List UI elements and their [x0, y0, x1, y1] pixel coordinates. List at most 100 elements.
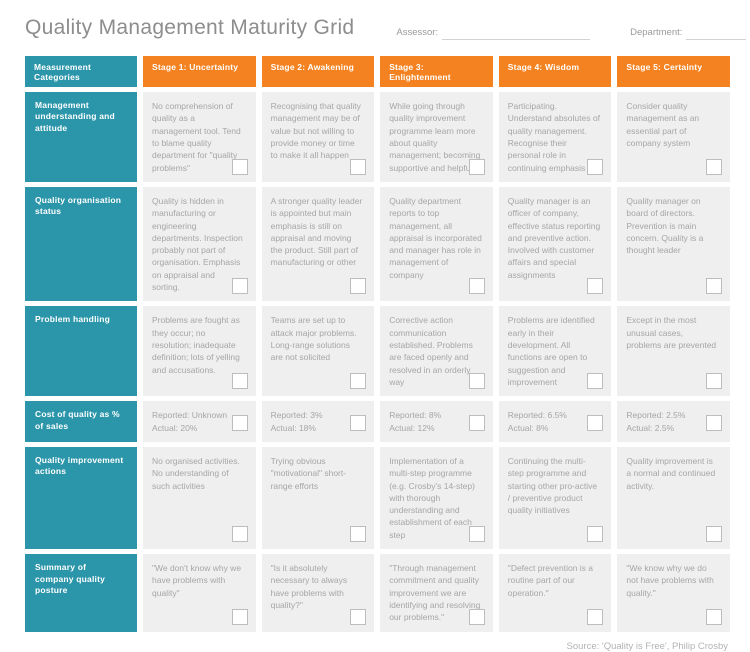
- row-category-management-understanding: Management understanding and attitude: [25, 92, 137, 182]
- checkbox[interactable]: [231, 158, 248, 175]
- cell-text: While going through quality improvement …: [389, 101, 481, 173]
- cell-text: "We know why we do not have problems wit…: [626, 563, 714, 598]
- grid-cell: "Defect prevention is a routine part of …: [498, 554, 612, 632]
- grid-cell: Quality improvement is a normal and cont…: [617, 446, 730, 550]
- grid-cell: No comprehension of quality as a managem…: [143, 92, 256, 182]
- cell-text: Implementation of a multi-step programme…: [389, 455, 475, 540]
- checkbox[interactable]: [468, 414, 485, 431]
- table-row: Quality improvement actions No organised…: [25, 446, 730, 550]
- header-bar: Quality Management Maturity Grid Assesso…: [25, 16, 747, 40]
- cell-text: Corrective action communication establis…: [389, 315, 473, 387]
- table-row: Cost of quality as % of sales Reported: …: [25, 401, 730, 442]
- assessor-field-group: Assessor:: [396, 26, 591, 40]
- checkbox[interactable]: [587, 608, 604, 625]
- department-label: Department:: [630, 27, 683, 38]
- assessor-input[interactable]: [442, 26, 591, 40]
- grid-cell: Quality is hidden in manufacturing or en…: [143, 186, 256, 302]
- source-note: Source: 'Quality is Free', Philip Crosby: [566, 640, 729, 652]
- grid-cell: Participating. Understand absolutes of q…: [498, 92, 612, 182]
- department-field-group: Department:: [630, 26, 747, 40]
- cell-text: Teams are set up to attack major problem…: [270, 315, 357, 363]
- checkbox[interactable]: [705, 608, 722, 625]
- grid-cell: Reported: 6.5% Actual: 8%: [498, 401, 612, 442]
- grid-cell: Problems are identified early in their d…: [498, 306, 612, 397]
- grid-cell: Teams are set up to attack major problem…: [261, 306, 375, 397]
- cell-text: "Defect prevention is a routine part of …: [507, 563, 594, 598]
- checkbox[interactable]: [587, 414, 604, 431]
- checkbox[interactable]: [350, 278, 367, 295]
- grid-cell: Reported: 3% Actual: 18%: [261, 401, 375, 442]
- column-header-stage-5: Stage 5: Certainty: [617, 56, 730, 87]
- grid-cell: Quality department reports to top manage…: [380, 186, 493, 302]
- checkbox[interactable]: [705, 414, 722, 431]
- checkbox[interactable]: [350, 414, 367, 431]
- cell-text: "We don't know why we have problems with…: [152, 563, 242, 598]
- row-category-summary-quality-posture: Summary of company quality posture: [25, 554, 137, 632]
- cell-text: Except in the most unusual cases, proble…: [626, 315, 717, 350]
- table-row: Quality organisation status Quality is h…: [25, 186, 730, 302]
- cell-text: Reported: 3% Actual: 18%: [270, 410, 323, 433]
- cell-text: Reported: Unknown Actual: 20%: [152, 410, 228, 433]
- checkbox[interactable]: [350, 526, 367, 543]
- grid-cell: Reported: 8% Actual: 12%: [380, 401, 493, 442]
- grid-cell: "We know why we do not have problems wit…: [617, 554, 730, 632]
- grid-cell: "Is it absolutely necessary to always ha…: [261, 554, 375, 632]
- checkbox[interactable]: [468, 158, 485, 175]
- grid-cell: Except in the most unusual cases, proble…: [617, 306, 730, 397]
- checkbox[interactable]: [587, 526, 604, 543]
- checkbox[interactable]: [231, 278, 248, 295]
- grid-cell: "We don't know why we have problems with…: [143, 554, 256, 632]
- checkbox[interactable]: [468, 373, 485, 390]
- checkbox[interactable]: [231, 414, 248, 431]
- checkbox[interactable]: [705, 373, 722, 390]
- checkbox[interactable]: [587, 278, 604, 295]
- table-row: Management understanding and attitude No…: [25, 92, 730, 182]
- checkbox[interactable]: [705, 158, 722, 175]
- department-input[interactable]: [686, 26, 747, 40]
- checkbox[interactable]: [587, 158, 604, 175]
- cell-text: Participating. Understand absolutes of q…: [507, 101, 600, 173]
- cell-text: Quality manager on board of directors. P…: [626, 195, 704, 256]
- cell-text: Quality department reports to top manage…: [389, 195, 482, 280]
- grid-cell: Recognising that quality management may …: [261, 92, 375, 182]
- cell-text: Quality improvement is a normal and cont…: [626, 455, 716, 491]
- checkbox[interactable]: [231, 608, 248, 625]
- cell-text: Problems are fought as they occur; no re…: [152, 315, 240, 375]
- row-category-cost-of-quality: Cost of quality as % of sales: [25, 401, 137, 442]
- cell-text: Quality is hidden in manufacturing or en…: [152, 195, 243, 293]
- checkbox[interactable]: [468, 526, 485, 543]
- cell-text: Trying obvious "motivational" short-rang…: [270, 455, 347, 491]
- checkbox[interactable]: [350, 158, 367, 175]
- assessor-label: Assessor:: [396, 27, 439, 38]
- checkbox[interactable]: [350, 373, 367, 390]
- page-title: Quality Management Maturity Grid: [25, 16, 355, 39]
- column-header-stage-1: Stage 1: Uncertainty: [143, 56, 256, 87]
- checkbox[interactable]: [350, 608, 367, 625]
- row-category-quality-organisation-status: Quality organisation status: [25, 186, 137, 302]
- cell-text: Reported: 2.5% Actual: 2.5%: [626, 410, 686, 433]
- cell-text: Quality manager is an officer of company…: [507, 195, 601, 280]
- row-category-problem-handling: Problem handling: [25, 306, 137, 397]
- table-row: Problem handling Problems are fought as …: [25, 306, 730, 397]
- checkbox[interactable]: [231, 526, 248, 543]
- checkbox[interactable]: [705, 526, 722, 543]
- checkbox[interactable]: [231, 373, 248, 390]
- grid-cell: Implementation of a multi-step programme…: [380, 446, 493, 550]
- column-header-categories: Measurement Categories: [25, 56, 137, 87]
- grid-cell: A stronger quality leader is appointed b…: [261, 186, 375, 302]
- checkbox[interactable]: [587, 373, 604, 390]
- cell-text: A stronger quality leader is appointed b…: [270, 195, 363, 268]
- grid-cell: Corrective action communication establis…: [380, 306, 493, 397]
- grid-cell: Continuing the multi-step programme and …: [498, 446, 612, 550]
- checkbox[interactable]: [468, 608, 485, 625]
- row-category-quality-improvement-actions: Quality improvement actions: [25, 446, 137, 550]
- grid-cell: Trying obvious "motivational" short-rang…: [261, 446, 375, 550]
- grid-cell: No organised activities. No understandin…: [143, 446, 256, 550]
- checkbox[interactable]: [705, 278, 722, 295]
- cell-text: Continuing the multi-step programme and …: [507, 455, 598, 516]
- checkbox[interactable]: [468, 278, 485, 295]
- grid-cell: Reported: 2.5% Actual: 2.5%: [617, 401, 730, 442]
- column-header-stage-4: Stage 4: Wisdom: [498, 56, 612, 87]
- grid-cell: Problems are fought as they occur; no re…: [143, 306, 256, 397]
